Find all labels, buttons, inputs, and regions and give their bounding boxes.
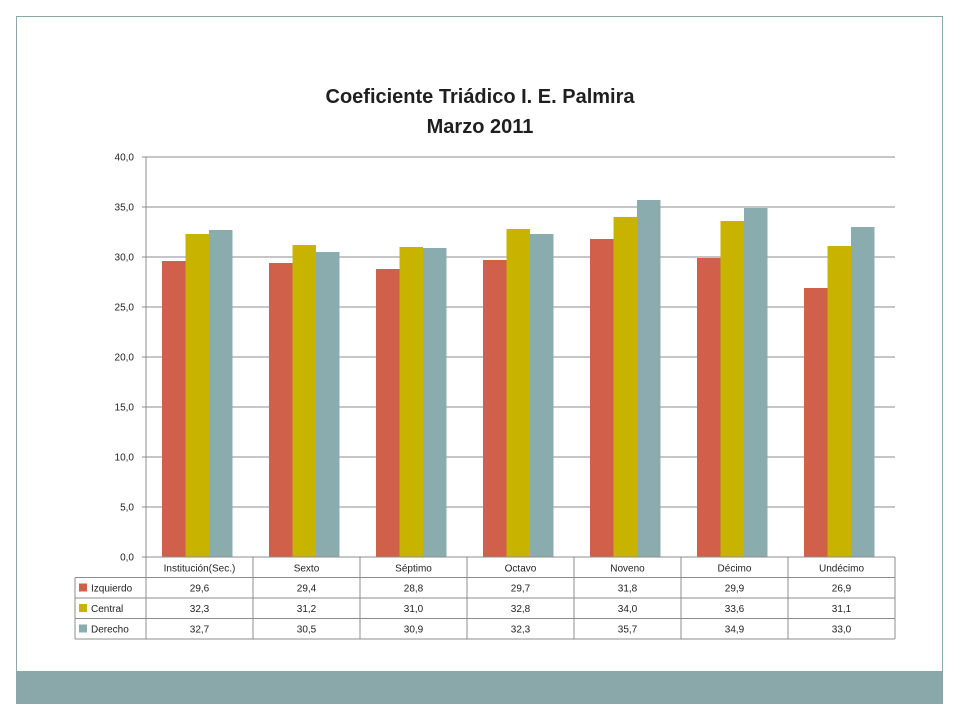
data-label: 31,1: [832, 604, 852, 615]
y-tick-label: 40,0: [115, 153, 135, 164]
chart-subtitle: Marzo 2011: [426, 116, 534, 138]
footer-bar: [17, 671, 942, 703]
bar-central: [399, 247, 423, 557]
data-label: 29,6: [190, 584, 210, 595]
bar-derecho: [209, 230, 233, 557]
data-label: 31,8: [618, 584, 638, 595]
y-tick-label: 0,0: [120, 553, 134, 564]
bar-izquierdo: [590, 239, 614, 557]
data-label: 26,9: [832, 584, 852, 595]
data-label: 29,4: [297, 584, 317, 595]
y-tick-label: 15,0: [115, 403, 135, 414]
data-label: 33,0: [832, 625, 852, 636]
data-label: 28,8: [404, 584, 424, 595]
data-label: 34,0: [618, 604, 638, 615]
y-tick-label: 25,0: [115, 303, 135, 314]
data-label: 29,9: [725, 584, 745, 595]
category-label: Séptimo: [395, 564, 432, 575]
category-label: Octavo: [505, 564, 537, 575]
y-tick-label: 30,0: [115, 253, 135, 264]
bar-derecho: [637, 200, 661, 557]
data-label: 32,8: [511, 604, 531, 615]
bar-izquierdo: [804, 288, 828, 557]
bar-central: [506, 229, 530, 557]
bar-central: [185, 234, 209, 557]
data-label: 31,2: [297, 604, 317, 615]
bar-derecho: [423, 248, 447, 557]
bar-central: [292, 245, 316, 557]
category-label: Sexto: [294, 564, 320, 575]
y-tick-label: 10,0: [115, 453, 135, 464]
y-tick-label: 5,0: [120, 503, 134, 514]
bar-izquierdo: [269, 263, 293, 557]
bar-izquierdo: [483, 260, 507, 557]
data-label: 32,7: [190, 625, 210, 636]
data-label: 29,7: [511, 584, 531, 595]
legend-label: Derecho: [91, 625, 129, 636]
data-label: 32,3: [511, 625, 531, 636]
category-label: Décimo: [718, 564, 752, 575]
bar-central: [613, 217, 637, 557]
category-label: Noveno: [610, 564, 645, 575]
bar-izquierdo: [697, 258, 721, 557]
legend-label: Central: [91, 604, 123, 615]
bar-izquierdo: [162, 261, 186, 557]
bar-central: [720, 221, 744, 557]
data-label: 34,9: [725, 625, 745, 636]
data-label: 30,9: [404, 625, 424, 636]
category-label: Institución(Sec.): [164, 564, 236, 575]
bar-derecho: [744, 208, 768, 557]
data-label: 33,6: [725, 604, 745, 615]
legend-label: Izquierdo: [91, 584, 133, 595]
data-label: 31,0: [404, 604, 424, 615]
y-tick-label: 20,0: [115, 353, 135, 364]
bar-central: [827, 246, 851, 557]
bar-derecho: [851, 227, 875, 557]
y-tick-label: 35,0: [115, 203, 135, 214]
bar-derecho: [530, 234, 554, 557]
legend-key-izquierdo: [79, 583, 87, 592]
data-label: 35,7: [618, 625, 638, 636]
bar-derecho: [316, 252, 340, 557]
data-label: 30,5: [297, 625, 317, 636]
bar-izquierdo: [376, 269, 400, 557]
chart-title: Coeficiente Triádico I. E. Palmira: [325, 86, 635, 108]
legend-key-central: [79, 604, 87, 612]
legend-key-derecho: [79, 624, 87, 633]
category-label: Undécimo: [819, 564, 864, 575]
data-label: 32,3: [190, 604, 210, 615]
